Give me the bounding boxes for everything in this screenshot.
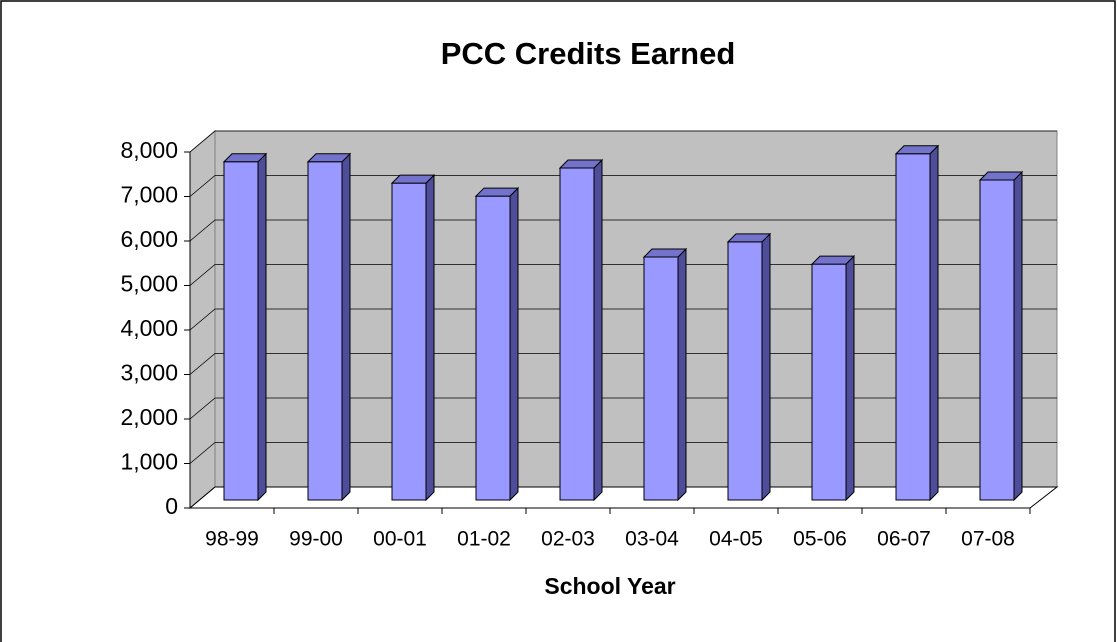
bar-face <box>390 174 436 184</box>
y-tick-label: 4,000 <box>120 315 178 341</box>
bar-face <box>341 152 351 502</box>
bar <box>810 254 856 502</box>
bar <box>558 158 604 502</box>
grid-line <box>189 175 1057 197</box>
bar-face <box>391 182 427 501</box>
bar <box>474 186 520 502</box>
grid-line <box>189 130 1057 153</box>
bar <box>390 173 436 502</box>
bar-face <box>894 145 940 155</box>
y-tick-label: 1,000 <box>120 449 178 475</box>
bar-face <box>475 195 511 501</box>
bar-face <box>222 153 268 163</box>
bar-face <box>979 179 1015 501</box>
bar-face <box>509 186 519 502</box>
bar-face <box>642 248 688 258</box>
y-tick-label: 8,000 <box>120 137 178 163</box>
bar-face <box>811 263 847 501</box>
x-tick-label: 03-04 <box>625 528 679 551</box>
grid-line <box>189 264 1057 286</box>
bar-face <box>593 158 603 502</box>
bar-face <box>845 254 855 502</box>
bar-face <box>895 153 931 501</box>
bar-face <box>761 232 771 502</box>
x-tick-label: 99-00 <box>289 528 343 551</box>
grid-line <box>189 486 1057 509</box>
x-tick-label: 01-02 <box>457 528 511 551</box>
bar <box>222 152 268 502</box>
y-tick-label: 0 <box>165 493 178 519</box>
grid-line <box>189 442 1057 464</box>
x-tick-label: 06-07 <box>877 528 931 551</box>
chart-title: PCC Credits Earned <box>441 36 736 71</box>
bar <box>726 232 772 502</box>
bar-face <box>1013 170 1023 502</box>
bar-face <box>558 159 604 169</box>
grid-line <box>189 219 1057 242</box>
x-tick-label: 00-01 <box>373 528 427 551</box>
bar-face <box>223 161 259 501</box>
grid-line <box>189 353 1057 375</box>
bar-face <box>559 167 595 501</box>
bar <box>978 170 1024 502</box>
y-tick-label: 2,000 <box>120 404 178 430</box>
bar-face <box>810 255 856 265</box>
grid-line <box>189 397 1057 420</box>
bar <box>894 144 940 502</box>
grid-line <box>189 308 1057 331</box>
x-tick-label: 02-03 <box>541 528 595 551</box>
x-tick-label: 07-08 <box>961 528 1015 551</box>
bar-face <box>677 247 687 502</box>
y-tick-label: 3,000 <box>120 360 178 386</box>
bar-face <box>978 171 1024 181</box>
bar-face <box>306 153 352 163</box>
y-tick-label: 6,000 <box>120 226 178 252</box>
bar-face <box>425 173 435 502</box>
y-tick-label: 7,000 <box>120 182 178 208</box>
x-tick-label: 98-99 <box>205 528 259 551</box>
bar-face <box>643 256 679 501</box>
x-tick-label: 04-05 <box>709 528 763 551</box>
bar <box>306 152 352 502</box>
bar-face <box>726 233 772 243</box>
bar-face <box>474 187 520 197</box>
y-tick-label: 5,000 <box>120 271 178 297</box>
bar-face <box>307 161 343 501</box>
bar-face <box>929 144 939 502</box>
x-tick-label: 05-06 <box>793 528 847 551</box>
bar <box>642 247 688 502</box>
bar-face <box>727 241 763 501</box>
bar-face <box>257 152 267 502</box>
x-axis-title: School Year <box>544 573 675 599</box>
